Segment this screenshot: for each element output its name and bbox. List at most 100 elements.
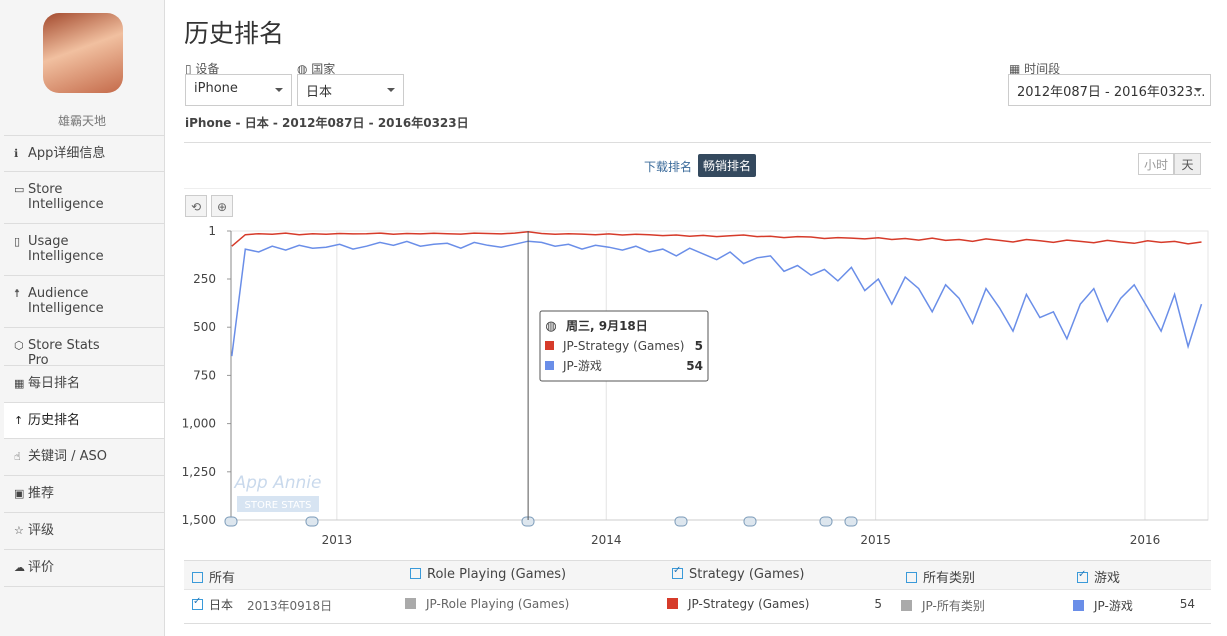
y-tick-label: 1,250: [182, 465, 216, 479]
event-marker[interactable]: [674, 516, 688, 527]
menu-icon: ▦: [14, 377, 25, 390]
checkbox[interactable]: [192, 572, 203, 583]
zoom-button[interactable]: ⊕: [211, 195, 233, 217]
y-tick-label: 1,000: [182, 417, 216, 431]
tab-downloads[interactable]: 下载排名: [644, 160, 693, 174]
tooltip: [539, 310, 709, 382]
swatch: [405, 598, 416, 609]
divider: [184, 188, 1211, 189]
device-label-text: 设备: [195, 62, 220, 76]
menu-item[interactable]: ☁ 评价: [4, 549, 164, 586]
menu-item[interactable]: ℹ App详细信息: [4, 135, 164, 172]
filter[interactable]: 游戏: [1077, 567, 1120, 586]
menu-item[interactable]: ▦ 每日排名: [4, 365, 164, 402]
table-cell: JP-所有类别: [901, 597, 985, 614]
event-marker[interactable]: [844, 516, 858, 527]
country-select[interactable]: 日本: [297, 74, 404, 106]
menu-icon: ℹ: [14, 147, 19, 160]
menu-label: 评级: [28, 523, 55, 538]
x-tick-label: 2014: [591, 533, 622, 547]
watermark: App Annie: [234, 473, 322, 493]
menu-label: Store Stats Pro: [28, 338, 100, 368]
filter-label: 游戏: [1094, 571, 1121, 586]
event-marker[interactable]: [743, 516, 757, 527]
menu-label: 推荐: [28, 486, 55, 501]
filter-label: Strategy (Games): [689, 567, 805, 582]
menu-icon: ▣: [14, 487, 25, 500]
menu-label: Usage Intelligence: [28, 234, 104, 264]
tooltip-swatch: [545, 361, 554, 370]
tooltip-swatch: [545, 341, 554, 350]
table-cell: JP-Strategy (Games): [667, 597, 809, 611]
menu-item[interactable]: ☆ 评级: [4, 512, 164, 549]
plot-area: [230, 230, 1209, 521]
event-marker[interactable]: [819, 516, 833, 527]
x-tick-label: 2013: [322, 533, 353, 547]
tooltip-icon: ◍: [545, 319, 556, 334]
period-select[interactable]: 2012年087日 - 2016年0323...: [1008, 74, 1211, 106]
app-icon: [43, 13, 123, 93]
cell-value: 5: [874, 597, 882, 611]
menu-item[interactable]: ⬡ Store Stats Pro: [4, 327, 164, 368]
menu-icon: ☝: [14, 450, 21, 463]
divider: [184, 142, 1211, 143]
checkbox[interactable]: [906, 572, 917, 583]
x-tick-label: 2015: [860, 533, 891, 547]
menu-item[interactable]: ▣ 推荐: [4, 475, 164, 512]
filter[interactable]: Role Playing (Games): [410, 567, 566, 582]
menu-item[interactable]: ☨ Audience Intelligence: [4, 275, 164, 327]
watermark-box: [237, 496, 319, 512]
menu-item[interactable]: ▭ Store Intelligence: [4, 171, 164, 223]
cell-name: JP-游戏: [1094, 599, 1133, 613]
reset-button[interactable]: ⟲: [185, 195, 207, 217]
summary: iPhone - 日本 - 2012年087日 - 2016年0323日: [185, 116, 469, 130]
table-country: 日本: [192, 596, 233, 613]
event-marker[interactable]: [305, 516, 319, 527]
menu-icon: ▭: [14, 183, 25, 196]
menu-icon: ☁: [14, 561, 25, 574]
tooltip-value: 54: [686, 359, 703, 373]
filter-row: [184, 561, 1211, 590]
menu-label: App详细信息: [28, 146, 106, 161]
menu-item[interactable]: ↑ 历史排名: [4, 402, 164, 438]
cell-name: JP-所有类别: [922, 599, 985, 613]
table-cell: JP-游戏: [1073, 597, 1133, 614]
menu-icon: ↑: [14, 414, 24, 427]
device-select[interactable]: iPhone: [185, 74, 292, 106]
cell-name: JP-Strategy (Games): [688, 597, 810, 611]
page-title: 历史排名: [184, 19, 285, 48]
menu-label: 关键词 / ASO: [28, 449, 108, 464]
swatch: [1073, 600, 1084, 611]
hour-button[interactable]: 小时: [1138, 153, 1174, 175]
day-button[interactable]: 天: [1174, 153, 1201, 175]
period-label-text: 时间段: [1024, 62, 1061, 76]
checkbox[interactable]: [1077, 569, 1088, 583]
filter[interactable]: 所有类别: [906, 567, 975, 586]
cell-value: 54: [1179, 597, 1195, 611]
checkbox[interactable]: [672, 565, 683, 579]
menu-icon: ☆: [14, 524, 24, 537]
menu-label: Audience Intelligence: [28, 286, 104, 316]
event-marker[interactable]: [224, 516, 238, 527]
menu-icon: ▯: [14, 235, 21, 248]
swatch: [667, 598, 678, 609]
filter[interactable]: 所有: [192, 567, 235, 586]
checkbox[interactable]: [410, 568, 421, 579]
menu-label: Store Intelligence: [28, 182, 104, 212]
menu-label: 历史排名: [28, 413, 81, 428]
cell-name: JP-Role Playing (Games): [426, 597, 570, 611]
filter[interactable]: Strategy (Games): [672, 565, 805, 582]
device-label: ▯ 设备: [185, 62, 220, 76]
table-date: 2013年0918日: [247, 599, 333, 613]
menu-label: 评价: [28, 560, 55, 575]
table-cell: JP-Role Playing (Games): [405, 597, 569, 611]
menu-item[interactable]: ☝ 关键词 / ASO: [4, 438, 164, 475]
y-tick-label: 750: [193, 368, 216, 382]
menu-item[interactable]: ▯ Usage Intelligence: [4, 223, 164, 275]
y-tick-label: 1: [208, 224, 216, 238]
app-name: 雄霸天地: [57, 114, 106, 128]
tab-grossing[interactable]: 畅销排名: [698, 154, 757, 177]
menu-icon: ☨: [14, 287, 20, 300]
tooltip-value: 5: [695, 339, 703, 353]
